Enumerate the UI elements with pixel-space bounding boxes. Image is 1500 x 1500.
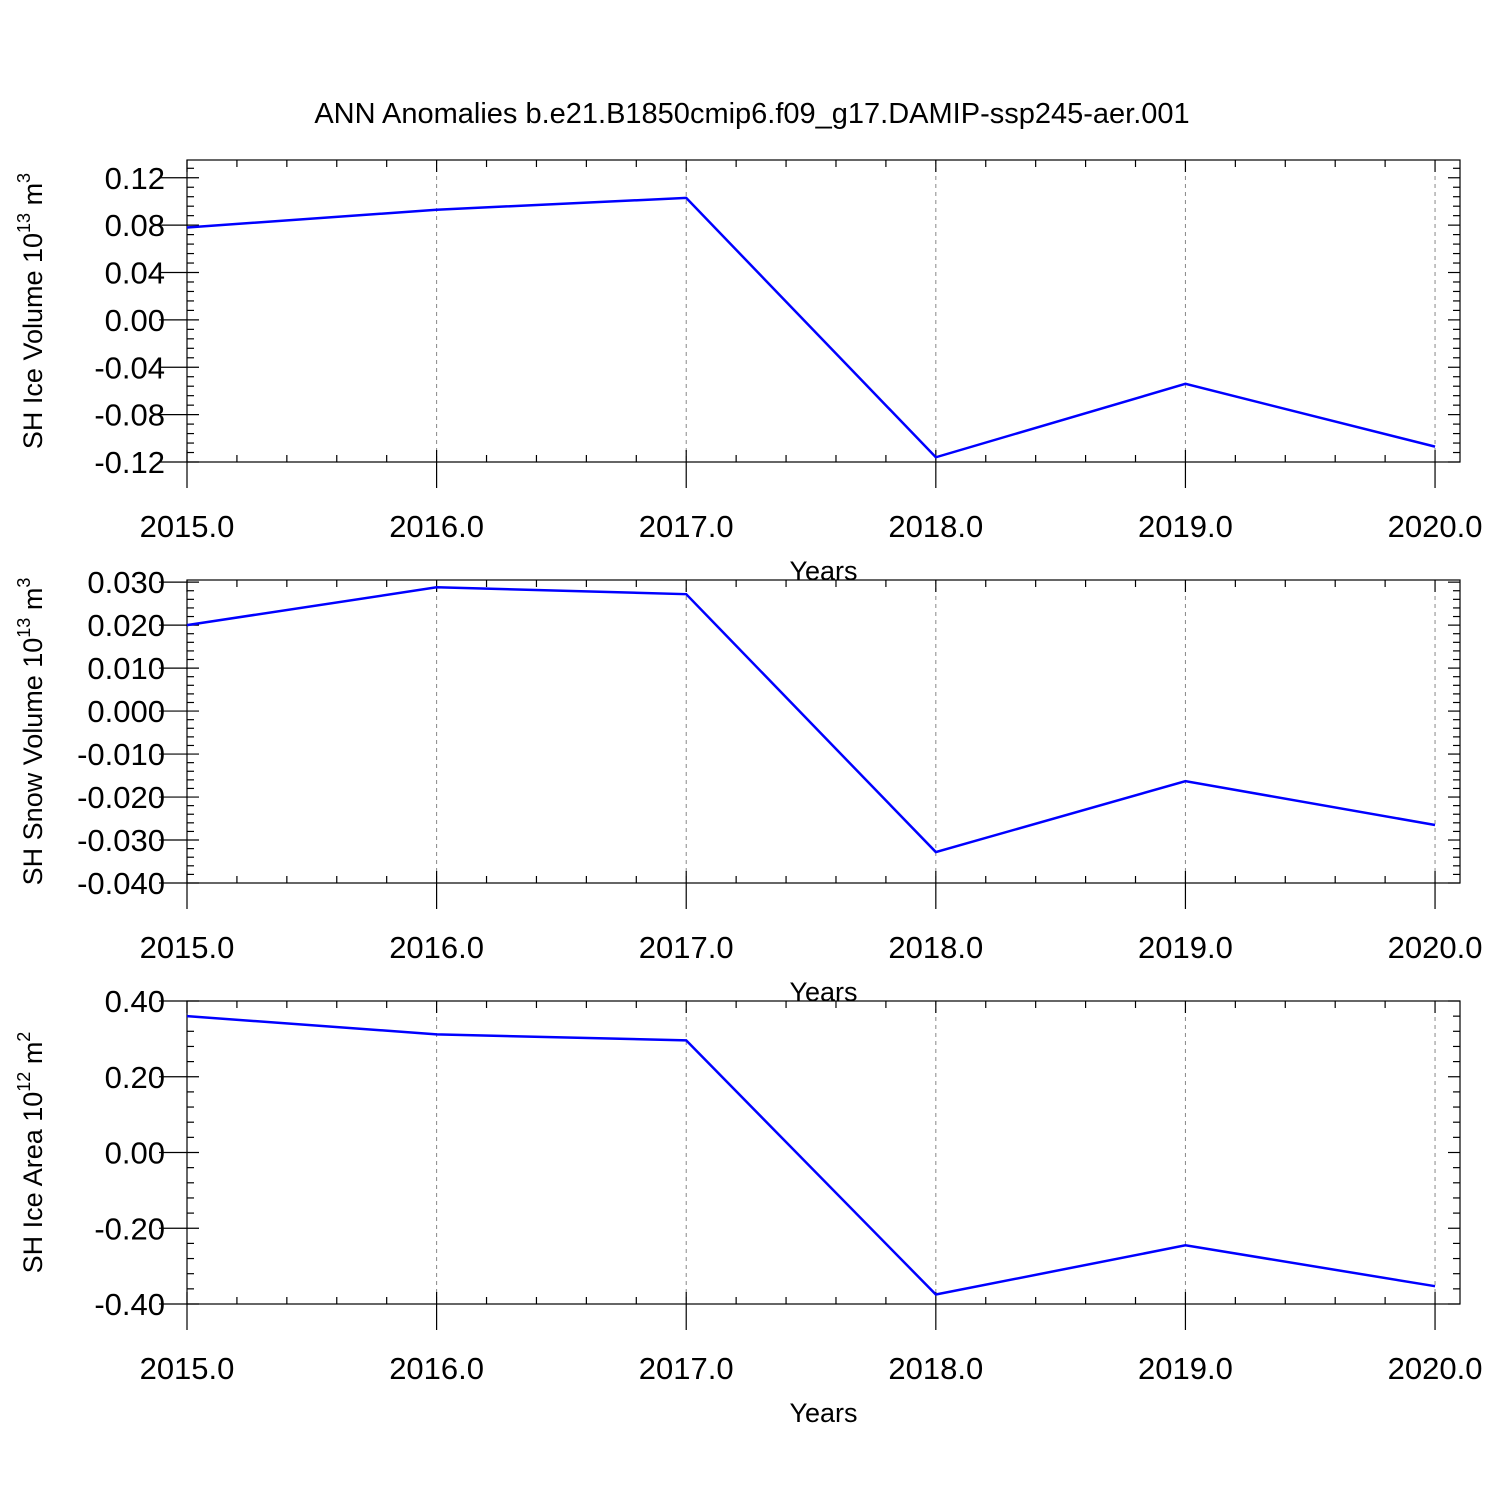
y-tick-label: 0.20 xyxy=(105,1060,165,1095)
x-tick-label: 2018.0 xyxy=(888,1351,983,1386)
x-axis-label: Years xyxy=(789,977,857,1007)
chart-panel-3: 2015.0 2016.0 2017.0 2018.0 2019.0 2020.0 Year… xyxy=(14,984,1482,1428)
x-tick-label: 2019.0 xyxy=(1138,930,1233,965)
x-axis-label: Years xyxy=(789,556,857,586)
x-tick-label: 2015.0 xyxy=(140,930,235,965)
y-axis-label-exponent: 12 xyxy=(14,1072,34,1092)
y-axis-label: SH Ice Area 1012 m2 xyxy=(14,1032,48,1274)
chart-panels: 2015.0 2016.0 2017.0 2018.0 2019.0 2020.0 Year… xyxy=(14,159,1483,1428)
y-axis-label-text: SH Ice Volume 10 xyxy=(18,233,48,449)
x-tick-label: 2016.0 xyxy=(389,1351,484,1386)
x-tick-label: 2018.0 xyxy=(888,509,983,544)
y-axis-label-text: SH Snow Volume 10 xyxy=(18,638,48,886)
y-axis-label-unit-exponent: 3 xyxy=(14,578,34,588)
y-axis-label-unit-exponent: 3 xyxy=(14,173,34,183)
y-axis-label-unit: m xyxy=(18,183,48,213)
y-tick-label: -0.08 xyxy=(94,398,165,433)
y-tick-label: -0.030 xyxy=(77,823,165,858)
y-axis-label: SH Ice Volume 1013 m3 xyxy=(14,173,48,449)
y-tick-label: 0.020 xyxy=(87,608,165,643)
y-axis-label-unit: m xyxy=(18,1042,48,1072)
y-tick-label: 0.04 xyxy=(105,256,165,291)
y-axis-label-unit-exponent: 2 xyxy=(14,1032,34,1042)
y-tick-label: 0.08 xyxy=(105,208,165,243)
x-tick-label: 2020.0 xyxy=(1388,930,1483,965)
x-tick-label: 2017.0 xyxy=(639,1351,734,1386)
y-axis-label: SH Snow Volume 1013 m3 xyxy=(14,578,48,886)
x-tick-label: 2017.0 xyxy=(639,930,734,965)
y-tick-label: -0.12 xyxy=(94,445,165,480)
x-tick-label: 2020.0 xyxy=(1388,1351,1483,1386)
x-tick-label: 2020.0 xyxy=(1388,509,1483,544)
y-tick-label: 0.12 xyxy=(105,161,165,196)
chart-panel-2: 2015.0 2016.0 2017.0 2018.0 2019.0 2020.0 Year… xyxy=(14,565,1482,1007)
x-tick-label: 2016.0 xyxy=(389,930,484,965)
y-tick-label: -0.010 xyxy=(77,737,165,772)
y-tick-label: -0.20 xyxy=(94,1211,165,1246)
y-tick-label: 0.030 xyxy=(87,565,165,600)
figure-title: ANN Anomalies b.e21.B1850cmip6.f09_g17.D… xyxy=(314,98,1189,130)
x-tick-label: 2019.0 xyxy=(1138,509,1233,544)
y-tick-label: 0.010 xyxy=(87,651,165,686)
series-line xyxy=(186,196,1436,459)
y-axis-label-unit: m xyxy=(18,588,48,618)
plot-frame xyxy=(186,579,1461,884)
y-axis-label-exponent: 13 xyxy=(14,618,34,638)
y-axis-label-text: SH Ice Area 10 xyxy=(18,1092,48,1274)
y-tick-label: 0.000 xyxy=(87,694,165,729)
x-tick-label: 2019.0 xyxy=(1138,1351,1233,1386)
y-tick-label: -0.40 xyxy=(94,1287,165,1322)
y-tick-label: -0.020 xyxy=(77,780,165,815)
y-tick-label: 0.00 xyxy=(105,1136,165,1171)
chart-panel-1: 2015.0 2016.0 2017.0 2018.0 2019.0 2020.0 Year… xyxy=(14,159,1483,586)
y-tick-label: -0.040 xyxy=(77,866,165,901)
x-axis-label: Years xyxy=(789,1398,857,1428)
y-tick-label: -0.04 xyxy=(94,350,165,385)
y-tick-label: 0.00 xyxy=(105,303,165,338)
series-line xyxy=(186,586,1436,854)
x-tick-label: 2015.0 xyxy=(140,509,235,544)
series-line xyxy=(186,1014,1436,1296)
y-tick-label: 0.40 xyxy=(105,984,165,1019)
x-tick-label: 2016.0 xyxy=(389,509,484,544)
plot-frame xyxy=(186,159,1461,463)
y-axis-label-exponent: 13 xyxy=(14,213,34,233)
x-tick-label: 2018.0 xyxy=(888,930,983,965)
x-tick-label: 2017.0 xyxy=(639,509,734,544)
x-tick-label: 2015.0 xyxy=(140,1351,235,1386)
